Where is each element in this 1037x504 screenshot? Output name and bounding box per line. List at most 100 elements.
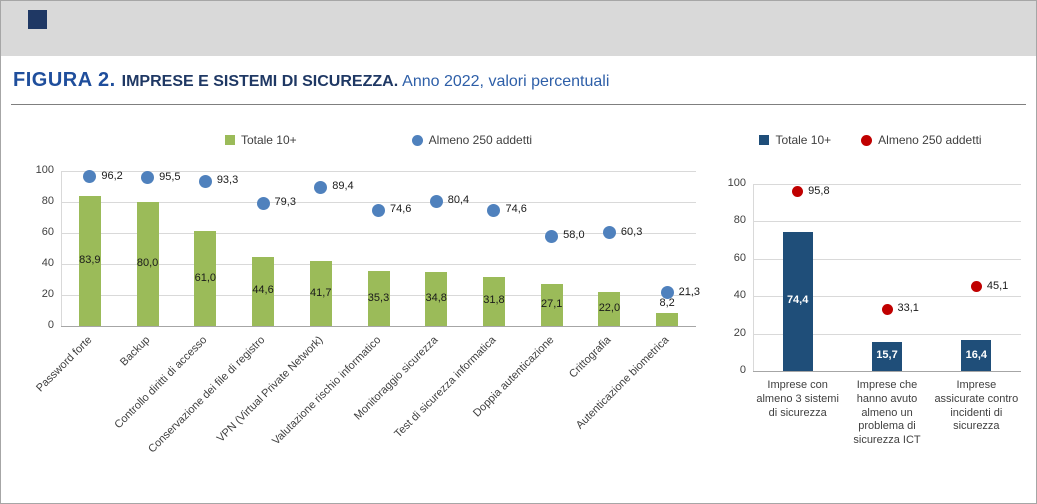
top-band: [1, 1, 1036, 56]
gridline: [61, 171, 696, 172]
chart-legend: Totale 10+ Almeno 250 addetti: [713, 133, 1028, 147]
bar: [482, 276, 505, 326]
dot-value-label: 96,2: [101, 169, 123, 182]
bar: [540, 283, 563, 326]
gridline: [753, 296, 1021, 298]
bar: [961, 340, 992, 371]
marker-dot: [792, 186, 804, 198]
y-axis-tick-label: 60: [41, 226, 54, 238]
bar-value-label: 8,2: [659, 297, 675, 310]
legend-item: Totale 10+: [759, 133, 831, 147]
marker-dot: [487, 203, 501, 217]
legend-label: Almeno 250 addetti: [878, 133, 982, 147]
legend-item: Totale 10+: [224, 133, 297, 147]
figure-title: IMPRESE E SISTEMI DI SICUREZZA.: [121, 73, 399, 90]
y-axis-tick-label: 20: [733, 326, 746, 339]
title-divider: [11, 104, 1026, 105]
y-axis-tick-label: 20: [41, 288, 54, 300]
marker-dot: [881, 303, 893, 315]
bar: [194, 231, 217, 326]
chart-legend: Totale 10+ Almeno 250 addetti: [54, 133, 703, 147]
security-systems-chart: Totale 10+ Almeno 250 addetti 0 20 40 60 80 100…: [19, 119, 703, 501]
bar: [367, 271, 390, 326]
x-axis-category-label: Imprese con almeno 3 sistemi di sicurezz…: [756, 379, 839, 419]
figure-subtitle: Anno 2022, valori percentuali: [402, 73, 610, 90]
dot-value-label: 74,6: [505, 203, 527, 216]
gridline: [753, 333, 1021, 335]
bar: [872, 341, 902, 371]
bar-value-label: 44,6: [252, 284, 274, 297]
gridline: [61, 233, 696, 234]
figure-title-bar: FIGURA 2. IMPRESE E SISTEMI DI SICUREZZA.…: [13, 69, 609, 92]
marker-dot: [602, 226, 616, 240]
bar-value-label: 34,8: [425, 292, 447, 305]
bar-value-label: 83,9: [79, 253, 101, 266]
legend-label: Totale 10+: [240, 133, 297, 147]
y-axis-tick-label: 0: [739, 364, 746, 376]
bar-value-label: 31,8: [483, 294, 505, 307]
legend-circle-marker: [861, 134, 873, 146]
marker-dot: [970, 281, 982, 293]
bar: [782, 231, 813, 371]
x-axis-line: [753, 371, 1021, 372]
y-axis-line: [753, 184, 754, 371]
marker-dot: [660, 286, 674, 300]
y-axis-tick-label: 100: [727, 177, 746, 189]
y-axis-tick-label: 100: [35, 164, 54, 176]
y-axis-tick-label: 80: [733, 214, 746, 227]
marker-dot: [372, 203, 385, 217]
dot-value-label: 80,4: [447, 194, 470, 207]
y-axis-line: [61, 171, 62, 326]
legend-label: Almeno 250 addetti: [428, 133, 533, 147]
gridline: [61, 202, 696, 203]
gridline: [61, 264, 696, 265]
bar-value-label: 61,0: [194, 271, 217, 284]
x-axis-line: [61, 326, 696, 327]
marker-dot: [198, 174, 212, 188]
legend-item: Almeno 250 addetti: [411, 133, 533, 147]
legend-label: Totale 10+: [775, 133, 832, 147]
gridline: [753, 221, 1021, 223]
y-axis-tick-label: 60: [733, 251, 746, 264]
y-axis-tick-label: 40: [733, 289, 746, 302]
bar-value-label: 27,1: [540, 297, 563, 310]
bar-value-label: 22,0: [598, 301, 621, 314]
bar-value-label: 41,7: [310, 286, 332, 299]
legend-square-marker: [224, 135, 235, 145]
bar: [78, 195, 101, 326]
bar-value-label: 15,7: [876, 349, 898, 362]
dot-value-label: 79,3: [274, 196, 296, 209]
dot-value-label: 33,1: [897, 302, 919, 315]
gridline: [753, 184, 1021, 185]
bar-value-label: 35,3: [367, 291, 390, 304]
dot-value-label: 95,8: [808, 184, 830, 197]
bar: [252, 256, 275, 326]
marker-dot: [83, 170, 97, 184]
legend-circle-marker: [411, 134, 423, 146]
x-axis-category-label: Imprese assicurate contro incidenti di s…: [934, 379, 1019, 433]
security-indicators-chart: Totale 10+ Almeno 250 addetti 0 20 40 60 80 100…: [713, 119, 1028, 501]
dot-value-label: 58,0: [563, 229, 585, 242]
legend-square-marker: [759, 135, 770, 145]
bar-value-label: 80,0: [136, 257, 159, 269]
dot-value-label: 95,5: [159, 170, 181, 183]
logo-square: [28, 10, 47, 29]
dot-value-label: 89,4: [332, 180, 354, 193]
dot-value-label: 21,3: [678, 285, 701, 298]
marker-dot: [256, 196, 270, 210]
bar-value-label: 16,4: [965, 348, 988, 361]
x-axis-category-label: Imprese che hanno avuto almeno un proble…: [853, 379, 921, 446]
dot-value-label: 93,3: [216, 174, 239, 187]
marker-dot: [545, 229, 559, 243]
y-axis-tick-label: 80: [41, 195, 54, 207]
bar: [598, 291, 621, 326]
marker-dot: [429, 194, 443, 208]
gridline: [753, 258, 1021, 260]
dot-value-label: 60,3: [620, 225, 643, 238]
y-axis-tick-label: 40: [41, 257, 54, 269]
dot-value-label: 45,1: [986, 279, 1009, 292]
marker-dot: [314, 180, 328, 194]
bar-value-label: 74,4: [786, 294, 809, 307]
bar: [656, 313, 679, 326]
